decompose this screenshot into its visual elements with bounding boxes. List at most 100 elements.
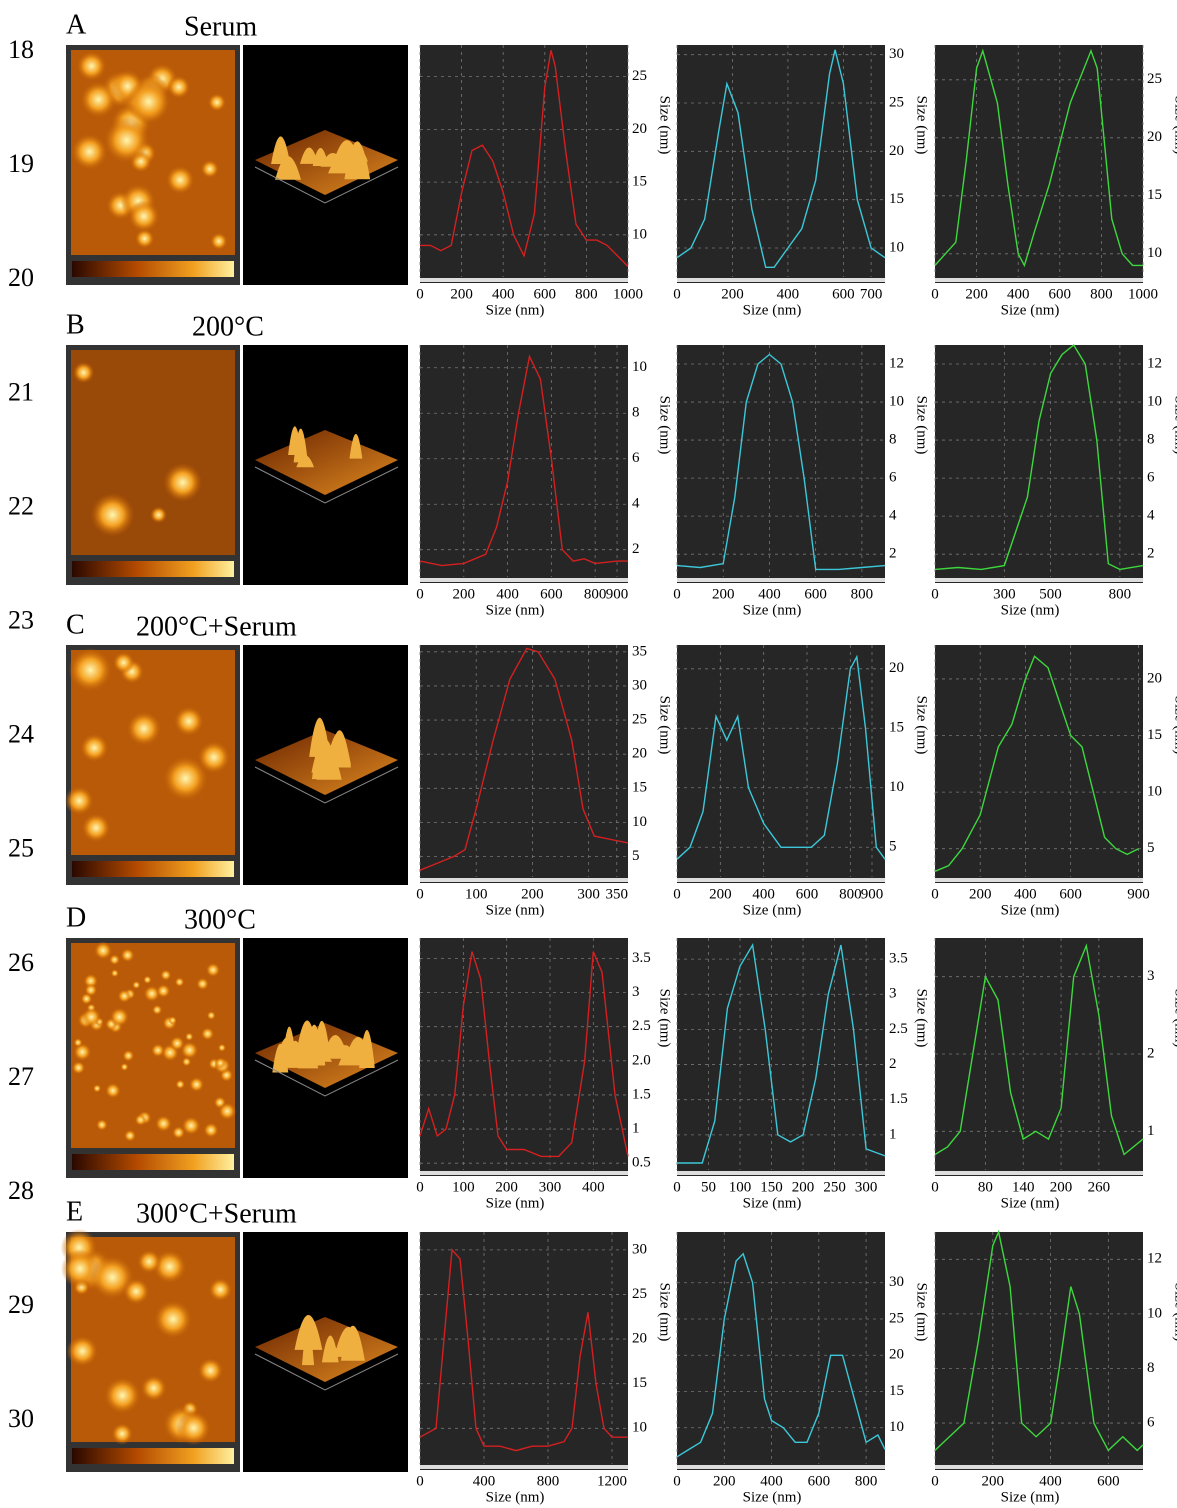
y-tick-label: 1.5 [632, 1086, 651, 1102]
x-tick-label: 800 [851, 586, 874, 602]
y-tick-label: 2 [889, 546, 897, 562]
x-tick-label: 200 [721, 286, 744, 302]
x-tick-label: 600 [540, 586, 563, 602]
y-tick-label: 20 [889, 1347, 904, 1363]
panel-label: 200°C [192, 311, 264, 342]
y-tick-label: 20 [1147, 670, 1162, 686]
y-tick-label: 20 [1147, 129, 1162, 145]
x-tick-label: 400 [1039, 1473, 1062, 1489]
y-tick-label: 2 [1147, 546, 1155, 562]
x-axis-label: Size (nm) [1001, 1489, 1060, 1505]
line-number: 19 [8, 149, 34, 178]
plot-background [420, 1232, 628, 1470]
x-axis-label: Size (nm) [1001, 1195, 1060, 1211]
x-tick-label: 140 [1012, 1179, 1035, 1195]
y-tick-label: 25 [632, 711, 647, 727]
x-axis-label: Size (nm) [486, 302, 545, 318]
afm-particle [94, 941, 112, 959]
x-tick-label: 200 [965, 286, 988, 302]
x-tick-label: 0 [931, 886, 939, 902]
line-number: 22 [8, 491, 34, 520]
baseline-bar [420, 1465, 628, 1469]
y-tick-label: 1 [889, 1126, 897, 1142]
x-tick-label: 0 [416, 1179, 424, 1195]
x-tick-label: 0 [673, 286, 681, 302]
line-number: 29 [8, 1290, 34, 1319]
afm-particle [65, 786, 94, 815]
afm-particle [123, 1278, 150, 1305]
panel-letter: C [66, 609, 85, 640]
panel-label: Serum [184, 11, 257, 42]
x-tick-label: 0 [931, 1179, 939, 1195]
y-tick-label: 10 [632, 359, 647, 375]
color-bar [72, 261, 234, 277]
afm-particle [203, 1122, 219, 1138]
afm-particle [82, 1007, 101, 1026]
plot-background [420, 645, 628, 883]
y-tick-label: 3 [889, 986, 897, 1002]
afm-particle [207, 1011, 216, 1020]
y-axis-label: Size (nm) [657, 396, 673, 455]
afm-particle [117, 989, 131, 1003]
y-tick-label: 20 [632, 746, 647, 762]
y-tick-label: 10 [889, 1419, 904, 1435]
y-tick-label: 1.5 [889, 1091, 908, 1107]
y-tick-label: 2.5 [632, 1018, 651, 1034]
afm-particle [120, 1063, 128, 1071]
line-number: 24 [8, 720, 34, 749]
afm-particle [68, 648, 112, 692]
x-tick-label: 200 [453, 586, 476, 602]
y-tick-label: 10 [889, 779, 904, 795]
figure: 18192021222324252627282930ASerumB200°CC2… [0, 0, 1177, 1508]
baseline-bar [935, 878, 1143, 882]
y-tick-label: 5 [889, 839, 897, 855]
y-tick-label: 8 [889, 432, 897, 448]
y-tick-label: 15 [889, 1383, 904, 1399]
x-tick-label: 0 [673, 586, 681, 602]
y-tick-label: 2.5 [889, 1021, 908, 1037]
x-tick-label: 0 [416, 286, 424, 302]
x-tick-label: 250 [823, 1179, 846, 1195]
x-tick-label: 0 [673, 1473, 681, 1489]
x-tick-label: 300 [993, 586, 1016, 602]
y-tick-label: 10 [889, 239, 904, 255]
afm-particle [93, 1084, 101, 1092]
y-tick-label: 3.5 [632, 950, 651, 966]
afm-particle [126, 711, 161, 746]
y-tick-label: 15 [632, 780, 647, 796]
afm-particle [152, 1005, 162, 1015]
x-tick-label: 800 [839, 886, 862, 902]
line-number: 30 [8, 1404, 34, 1433]
y-tick-label: 10 [1147, 784, 1162, 800]
x-axis-label: Size (nm) [486, 902, 545, 918]
y-tick-label: 3.5 [889, 951, 908, 967]
line-number: 25 [8, 834, 34, 863]
line-number: 21 [8, 377, 34, 406]
x-tick-label: 150 [760, 1179, 783, 1195]
x-axis-label: Size (nm) [486, 1195, 545, 1211]
afm-particle [66, 1335, 98, 1367]
afm-particle [143, 975, 152, 984]
y-tick-label: 10 [1147, 1305, 1162, 1321]
plot-background [935, 645, 1143, 883]
afm-particle [91, 493, 135, 537]
y-tick-label: 10 [889, 393, 904, 409]
y-tick-label: 20 [632, 121, 647, 137]
x-tick-label: 600 [534, 286, 557, 302]
x-tick-label: 900 [1127, 886, 1150, 902]
y-tick-label: 1 [1147, 1123, 1155, 1139]
y-tick-label: 25 [632, 68, 647, 84]
y-axis-label: Size (nm) [657, 96, 673, 155]
x-tick-label: 400 [1014, 886, 1037, 902]
x-tick-label: 600 [832, 286, 855, 302]
y-tick-label: 6 [632, 450, 640, 466]
x-axis-label: Size (nm) [743, 1489, 802, 1505]
y-tick-label: 4 [1147, 508, 1155, 524]
y-tick-label: 30 [889, 46, 904, 62]
y-tick-label: 10 [1147, 393, 1162, 409]
afm-particle [141, 1375, 167, 1401]
afm-particle [197, 741, 230, 774]
y-axis-label: Size (nm) [1172, 1283, 1177, 1342]
y-tick-label: 15 [889, 720, 904, 736]
afm-particle [168, 1016, 177, 1025]
